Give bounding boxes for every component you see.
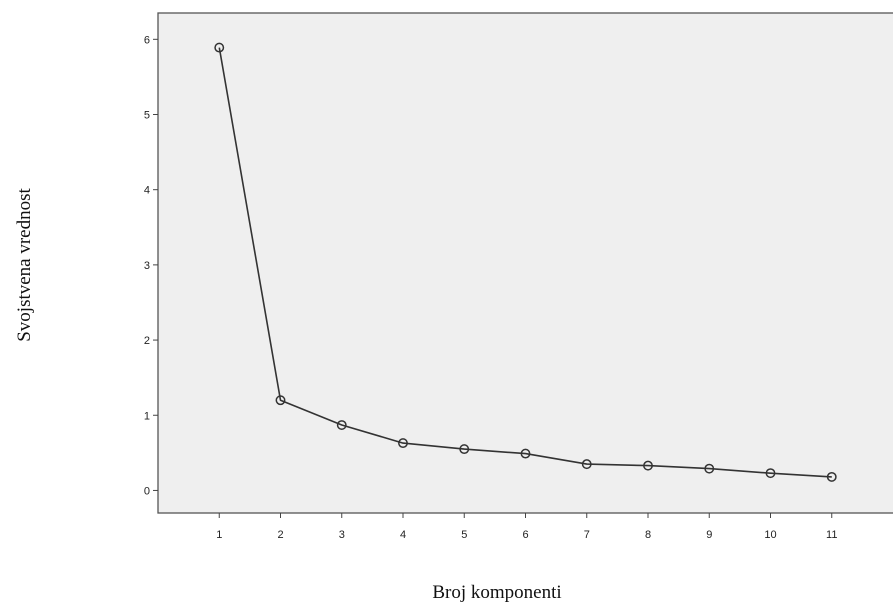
x-tick-label: 3 <box>339 529 345 541</box>
x-axis: 1 2 3 4 5 6 7 8 9 10 11 <box>216 513 837 541</box>
x-tick-label: 11 <box>826 529 837 541</box>
x-tick-label: 1 <box>216 529 222 541</box>
y-axis-title: Svojstvena vrednost <box>14 188 35 342</box>
data-point <box>336 420 347 430</box>
x-tick-label: 6 <box>522 529 528 541</box>
x-tick-label: 10 <box>764 529 776 541</box>
data-point <box>275 395 286 406</box>
x-axis-title: Broj komponenti <box>432 582 561 603</box>
series-line <box>218 47 832 478</box>
y-axis: 0 1 2 3 4 5 6 <box>144 34 158 497</box>
y-tick-label: 2 <box>144 335 150 347</box>
y-tick-label: 3 <box>144 260 150 272</box>
x-tick-label: 9 <box>706 529 712 541</box>
data-point <box>398 438 408 449</box>
y-tick-label: 6 <box>144 34 150 46</box>
data-point <box>520 448 531 459</box>
x-tick-label: 8 <box>645 529 651 541</box>
y-tick-label: 1 <box>144 410 150 422</box>
data-point <box>581 459 592 470</box>
y-tick-label: 5 <box>144 110 150 122</box>
x-tick-label: 4 <box>400 529 406 541</box>
data-point <box>459 444 470 455</box>
x-tick-label: 7 <box>584 529 590 541</box>
y-tick-label: 0 <box>144 485 150 497</box>
data-point <box>765 468 776 479</box>
data-point <box>704 463 715 474</box>
data-point <box>643 460 653 471</box>
plot-area <box>157 12 893 514</box>
series-layer <box>214 42 837 482</box>
data-point <box>826 471 837 482</box>
x-tick-label: 5 <box>461 529 467 541</box>
data-point <box>214 42 225 53</box>
y-tick-label: 4 <box>144 185 150 197</box>
x-tick-label: 2 <box>277 529 283 541</box>
